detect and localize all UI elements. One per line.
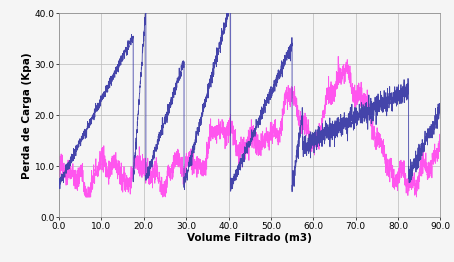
Y-axis label: Perda de Carga (Kpa): Perda de Carga (Kpa) bbox=[22, 52, 32, 179]
X-axis label: Volume Filtrado (m3): Volume Filtrado (m3) bbox=[187, 233, 312, 243]
